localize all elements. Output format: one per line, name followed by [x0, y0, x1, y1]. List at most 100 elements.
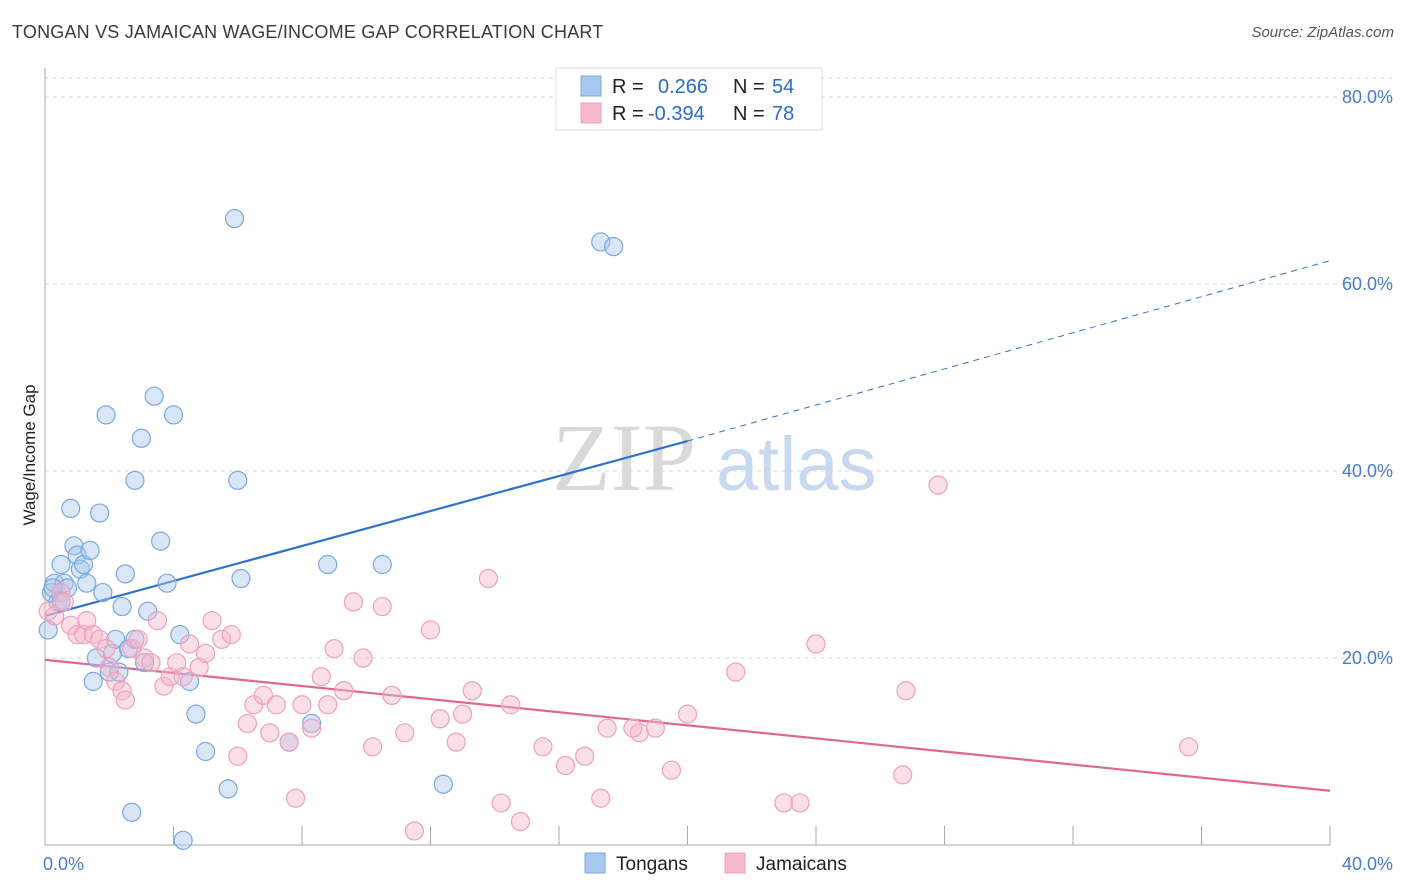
series-label-jamaicans: Jamaicans — [756, 854, 847, 875]
point-jamaicans — [279, 732, 299, 752]
point-tongans — [157, 573, 177, 593]
point-jamaicans — [896, 681, 916, 701]
point-jamaicans — [453, 704, 473, 724]
point-jamaicans — [221, 625, 241, 645]
point-tongans — [115, 564, 135, 584]
point-jamaicans — [661, 760, 682, 780]
point-jamaicans — [67, 625, 87, 645]
point-tongans — [96, 405, 116, 425]
point-tongans — [224, 208, 245, 229]
point-tongans — [134, 653, 155, 673]
trend-lines — [44, 260, 1331, 792]
point-jamaicans — [591, 788, 611, 808]
point-jamaicans — [555, 755, 576, 776]
point-jamaicans — [292, 695, 312, 715]
point-jamaicans — [122, 639, 142, 659]
series-legend: Tongans Jamaicans — [584, 852, 847, 875]
point-tongans — [99, 662, 119, 682]
point-jamaicans — [430, 709, 450, 729]
point-tongans — [131, 428, 151, 448]
point-tongans — [302, 713, 322, 734]
point-jamaicans — [237, 713, 257, 734]
trend-line-tongans-extension — [687, 260, 1331, 442]
legend-r-value-jamaicans: -0.394 — [648, 103, 705, 125]
y-tick-label: 20.0% — [1342, 648, 1393, 668]
point-tongans — [90, 503, 110, 523]
point-tongans — [591, 232, 611, 252]
point-jamaicans — [318, 695, 338, 715]
point-tongans — [228, 470, 248, 490]
point-jamaicans — [285, 788, 306, 808]
point-jamaicans — [395, 723, 415, 743]
legend-n-value-jamaicans: 78 — [772, 103, 794, 125]
point-jamaicans — [106, 671, 126, 691]
point-jamaicans — [928, 475, 948, 495]
grid-lines — [45, 77, 1392, 659]
trend-line-tongans — [44, 440, 688, 617]
point-jamaicans — [228, 746, 248, 766]
y-tick-labels: 20.0% 40.0% 60.0% 80.0% — [1342, 87, 1393, 668]
point-jamaicans — [363, 737, 383, 757]
point-jamaicans — [774, 793, 794, 813]
point-jamaicans — [597, 718, 617, 738]
data-points — [38, 208, 1199, 850]
point-jamaicans — [462, 681, 482, 701]
point-tongans — [77, 573, 97, 593]
legend-r-label: R = — [612, 103, 644, 125]
point-jamaicans — [533, 737, 553, 757]
point-jamaicans — [420, 620, 441, 640]
point-jamaicans — [404, 821, 425, 841]
point-tongans — [112, 596, 132, 617]
series-swatch-jamaicans — [724, 852, 746, 874]
legend-r-label: R = — [612, 76, 644, 98]
point-tongans — [73, 554, 94, 575]
point-jamaicans — [141, 653, 161, 673]
point-jamaicans — [128, 629, 148, 649]
point-jamaicans — [353, 648, 373, 668]
point-tongans — [61, 498, 81, 518]
point-jamaicans — [343, 592, 363, 612]
watermark-atlas: atlas — [716, 422, 877, 507]
point-jamaicans — [96, 639, 116, 659]
point-jamaicans — [806, 634, 826, 654]
point-jamaicans — [90, 629, 110, 649]
point-jamaicans — [491, 793, 511, 813]
legend-swatch-jamaicans — [580, 102, 602, 124]
axes — [44, 68, 1331, 846]
point-jamaicans — [575, 746, 595, 766]
point-tongans — [67, 545, 87, 565]
legend-swatch-tongans — [580, 75, 602, 97]
trend-line-jamaicans — [44, 658, 1331, 792]
point-jamaicans — [302, 718, 322, 738]
point-jamaicans — [147, 610, 168, 631]
y-axis-label: Wage/Income Gap — [20, 384, 39, 525]
point-tongans — [93, 582, 113, 603]
point-jamaicans — [790, 793, 810, 813]
point-jamaicans — [173, 667, 193, 687]
point-jamaicans — [212, 629, 232, 649]
point-jamaicans — [45, 606, 65, 626]
point-tongans — [122, 802, 142, 822]
point-jamaicans — [154, 676, 174, 696]
point-jamaicans — [726, 662, 746, 682]
point-jamaicans — [260, 723, 280, 743]
point-jamaicans — [893, 765, 913, 785]
point-jamaicans — [54, 592, 74, 612]
series-label-tongans: Tongans — [616, 854, 688, 875]
point-tongans — [231, 568, 251, 589]
chart-title: TONGAN VS JAMAICAN WAGE/INCOME GAP CORRE… — [12, 22, 604, 42]
point-tongans — [38, 620, 58, 640]
point-tongans — [51, 554, 71, 575]
y-tick-label: 80.0% — [1342, 87, 1393, 107]
point-jamaicans — [324, 639, 344, 659]
point-tongans — [318, 554, 338, 575]
point-tongans — [163, 405, 184, 425]
point-jamaicans — [167, 653, 187, 673]
point-jamaicans — [334, 681, 354, 701]
legend-n-label: N = — [733, 103, 765, 125]
legend-r-value-tongans: 0.266 — [658, 76, 708, 98]
point-jamaicans — [1179, 737, 1199, 757]
point-tongans — [186, 704, 206, 724]
point-jamaicans — [99, 657, 119, 677]
